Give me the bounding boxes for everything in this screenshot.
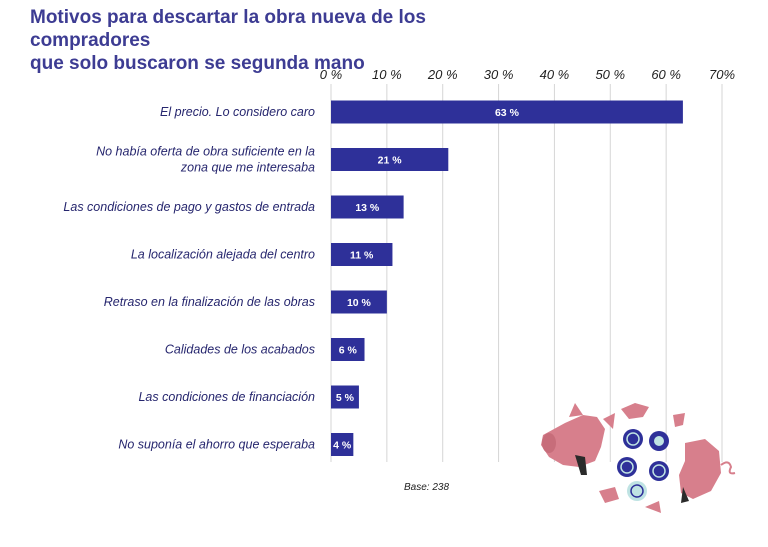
category-label: El precio. Lo considero caro: [160, 105, 315, 119]
category-label: Retraso en la finalización de las obras: [104, 295, 315, 309]
x-tick-label: 50 %: [595, 67, 625, 82]
category-label: La localización alejada del centro: [131, 248, 315, 262]
category-label: Calidades de los acabados: [165, 343, 315, 357]
x-tick-label: 0 %: [320, 67, 342, 82]
bar-value-label: 21 %: [378, 155, 403, 167]
bar-value-label: 10 %: [347, 297, 372, 309]
x-tick-label: 10 %: [372, 67, 402, 82]
x-tick-label: 30 %: [484, 67, 514, 82]
bar-value-label: 4 %: [333, 440, 352, 452]
category-label: zona que me interesaba: [180, 161, 315, 175]
bar-value-label: 6 %: [339, 345, 358, 357]
bar-value-label: 63 %: [495, 107, 520, 119]
x-tick-label: 20 %: [427, 67, 458, 82]
category-label: Las condiciones de pago y gastos de entr…: [63, 200, 315, 214]
x-tick-label: 40 %: [540, 67, 570, 82]
x-tick-label: 60 %: [651, 67, 681, 82]
bar-value-label: 11 %: [350, 250, 374, 262]
base-footnote: Base: 238: [404, 482, 449, 493]
bar-value-label: 5 %: [336, 392, 355, 404]
category-label: No suponía el ahorro que esperaba: [118, 438, 315, 452]
bar-value-label: 13 %: [355, 202, 380, 214]
broken-piggy-bank-illustration: [535, 395, 740, 525]
x-tick-label: 70%: [709, 67, 735, 82]
category-label: Las condiciones de financiación: [138, 390, 315, 404]
category-label: No había oferta de obra suficiente en la: [96, 145, 315, 159]
